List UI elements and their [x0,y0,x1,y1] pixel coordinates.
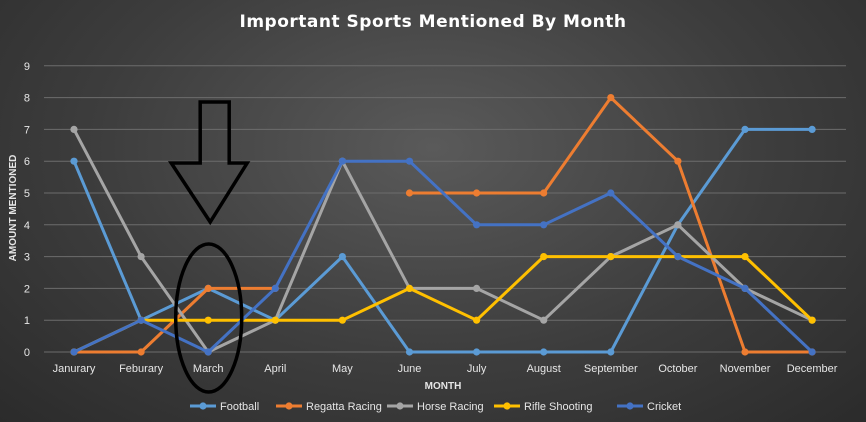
data-point [70,348,78,356]
data-point [540,189,548,197]
data-point [607,189,615,197]
data-point [137,316,145,324]
x-tick-label: April [264,363,286,375]
x-axis-title: MONTH [425,381,462,392]
data-point [405,189,414,197]
data-point [405,157,414,165]
x-tick-label: June [398,363,422,375]
data-point [473,284,481,292]
y-tick-label: 9 [24,61,30,73]
data-point [204,348,212,356]
data-point [473,316,481,324]
data-point [271,284,279,292]
y-tick-label: 5 [24,188,30,200]
x-tick-label: July [467,363,487,375]
legend-swatch-marker [626,402,634,410]
y-tick-label: 0 [24,347,30,359]
legend-label: Football [220,401,259,413]
data-point [808,348,816,356]
legend-item: Regatta Racing [276,401,382,413]
y-tick-label: 2 [24,283,30,295]
x-tick-label: October [658,363,697,375]
data-point [674,157,682,165]
data-point [741,253,749,261]
y-tick-label: 4 [24,220,30,232]
data-point [338,253,346,261]
data-point [540,316,548,324]
annotations [167,100,251,394]
legend-swatch-marker [396,402,404,410]
data-point [674,221,682,229]
data-point [473,189,481,197]
x-tick-label: August [527,363,561,375]
x-tick-label: September [584,363,638,375]
data-point [808,125,816,133]
x-tick-label: March [193,363,224,375]
data-point [137,253,145,261]
data-point [338,157,346,165]
data-point [473,221,481,229]
data-point [607,94,615,102]
legend-swatch-marker [285,402,293,410]
legend-swatch-marker [199,402,207,410]
x-tick-label: Janurary [53,363,96,375]
legend: Football Regatta Racing Horse Racing Rifle … [190,401,681,413]
data-point [741,284,749,292]
series-cricket [70,157,816,356]
x-axis-ticks: Janurary Feburary March April May June July Aug… [53,363,838,375]
series-lines [70,94,816,356]
y-axis-ticks: 0 1 2 3 4 5 6 7 8 9 [24,61,30,359]
series-line [72,159,814,354]
y-tick-label: 6 [24,156,30,168]
legend-label: Rifle Shooting [524,401,593,413]
legend-label: Horse Racing [417,401,484,413]
y-tick-label: 8 [24,93,30,105]
x-tick-label: December [787,363,838,375]
x-tick-label: November [720,363,771,375]
data-point [540,253,548,261]
data-point [405,348,414,356]
x-tick-label: Feburary [119,363,164,375]
y-tick-label: 1 [24,315,30,327]
y-tick-label: 7 [24,124,30,136]
data-point [808,316,816,324]
legend-item: Rifle Shooting [494,401,593,413]
data-point [540,221,548,229]
data-point [607,348,615,356]
data-point [741,348,749,356]
series-line [72,255,814,354]
data-point [204,284,212,292]
data-point [137,348,145,356]
data-point [70,125,78,133]
x-tick-label: May [332,363,353,375]
data-point [607,253,615,261]
data-point [70,157,78,165]
legend-item: Football [190,401,259,413]
data-point [405,284,414,292]
chart-title: Important Sports Mentioned By Month [240,12,627,32]
ellipse-annotation [173,242,244,394]
data-point [741,125,749,133]
series-line [72,127,814,354]
legend-swatch-marker [503,402,511,410]
data-point [540,348,548,356]
legend-label: Cricket [647,401,681,413]
y-axis-title: AMOUNT MENTIONED [8,155,19,262]
legend-item: Horse Racing [387,401,484,413]
arrow-annotation [167,100,251,226]
y-tick-label: 3 [24,252,30,264]
data-point [473,348,481,356]
data-point [338,316,346,324]
data-point [271,316,279,324]
legend-item: Cricket [617,401,681,413]
series-line [72,127,814,354]
data-point [674,253,682,261]
data-point [204,316,212,324]
legend-label: Regatta Racing [306,401,382,413]
